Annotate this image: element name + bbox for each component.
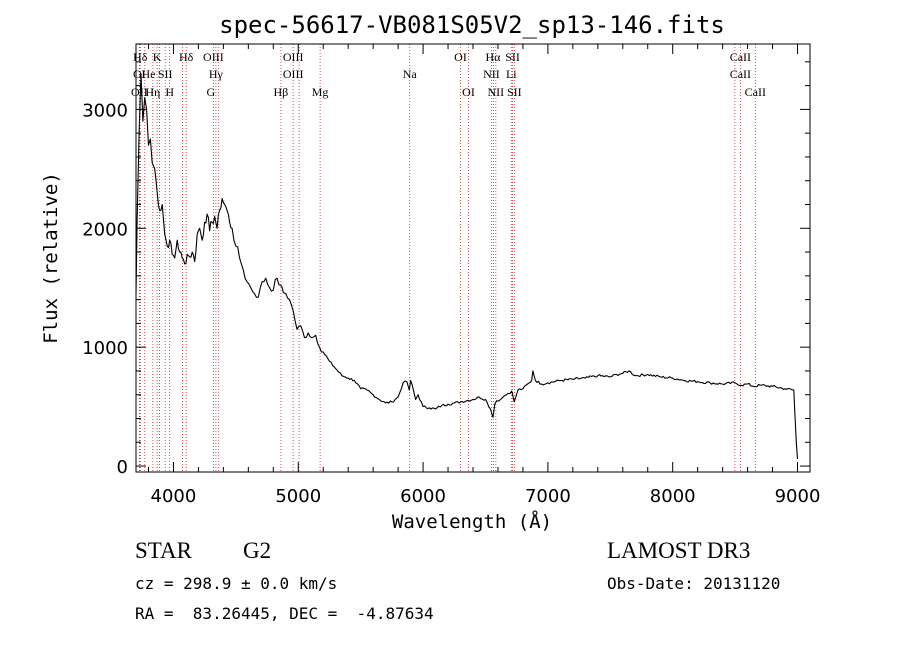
y-tick-label: 1000 bbox=[82, 338, 128, 359]
line-label: CaII bbox=[730, 50, 751, 64]
line-label: SII bbox=[507, 85, 522, 99]
coordinates-readout: RA = 83.26445, DEC = -4.87634 bbox=[135, 604, 434, 623]
x-axis-ticks: 4000 5000 6000 7000 8000 9000 bbox=[147, 44, 821, 507]
line-label: Hδ bbox=[133, 50, 148, 64]
y-tick-label: 0 bbox=[117, 457, 128, 478]
object-subclass: G2 bbox=[243, 538, 272, 563]
line-label: H bbox=[165, 85, 174, 99]
x-tick-label: 8000 bbox=[650, 486, 696, 507]
line-label: Hβ bbox=[274, 85, 289, 99]
spectrum-line bbox=[135, 73, 799, 459]
x-tick-label: 4000 bbox=[151, 486, 197, 507]
line-label: Na bbox=[403, 67, 418, 81]
spectral-line-markers bbox=[138, 44, 756, 472]
y-axis-ticks: 0 1000 2000 3000 bbox=[82, 61, 810, 478]
y-axis-label: Flux (relative) bbox=[40, 172, 62, 344]
line-label: He bbox=[141, 67, 155, 81]
y-tick-label: 3000 bbox=[82, 100, 128, 121]
line-label: NII bbox=[488, 85, 505, 99]
x-tick-label: 5000 bbox=[275, 486, 321, 507]
line-label: OIII bbox=[283, 67, 304, 81]
x-axis-label: Wavelength (Å) bbox=[392, 510, 552, 533]
redshift-readout: cz = 298.9 ± 0.0 km/s bbox=[135, 574, 338, 593]
line-label: Hγ bbox=[209, 67, 224, 81]
x-tick-label: 7000 bbox=[525, 486, 571, 507]
line-label: Hα bbox=[485, 50, 501, 64]
line-label: NII bbox=[483, 67, 500, 81]
line-label: OI bbox=[462, 85, 475, 99]
plot-frame bbox=[135, 43, 811, 473]
line-label: CaII bbox=[730, 67, 751, 81]
line-label: Hη bbox=[145, 85, 160, 99]
line-label: Mg bbox=[312, 85, 329, 99]
line-label: OII bbox=[131, 85, 148, 99]
line-label: G bbox=[207, 85, 216, 99]
survey-name: LAMOST DR3 bbox=[607, 538, 751, 563]
y-tick-label: 2000 bbox=[82, 219, 128, 240]
line-label: Li bbox=[506, 67, 517, 81]
line-label: K bbox=[153, 50, 162, 64]
x-tick-label: 9000 bbox=[775, 486, 821, 507]
line-label: SII bbox=[505, 50, 520, 64]
line-label: Hδ bbox=[179, 50, 194, 64]
line-label: CaII bbox=[745, 85, 766, 99]
line-label: OIII bbox=[283, 50, 304, 64]
line-label: OIII bbox=[203, 50, 224, 64]
line-label: SII bbox=[158, 67, 173, 81]
chart-title: spec-56617-VB081S05V2_sp13-146.fits bbox=[219, 11, 725, 39]
obs-date: Obs-Date: 20131120 bbox=[607, 574, 781, 593]
line-label: OI bbox=[454, 50, 467, 64]
x-tick-label: 6000 bbox=[400, 486, 446, 507]
object-class: STAR bbox=[135, 538, 192, 563]
